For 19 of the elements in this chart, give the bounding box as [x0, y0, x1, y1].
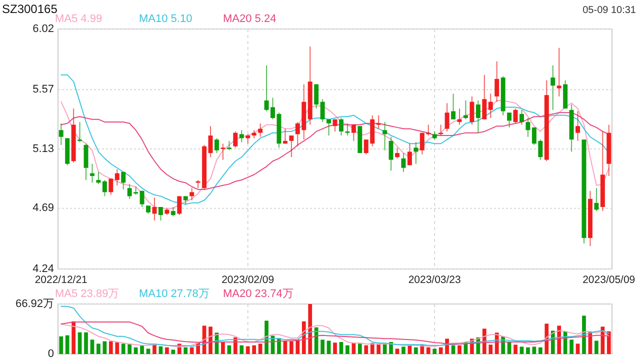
x-tick-label: 2022/12/21 — [34, 274, 88, 286]
x-tick-label: 2023/03/23 — [408, 274, 462, 286]
y-tick-label: 4.24 — [32, 262, 54, 275]
chart-title: SZ300165 — [2, 2, 58, 16]
legend: MA10 5.10 — [139, 13, 192, 25]
legend: MA5 4.99 — [55, 13, 102, 25]
y-tick-label: 4.69 — [32, 202, 54, 214]
y-tick-label: 0 — [48, 348, 54, 360]
y-tick-label: 6.02 — [32, 22, 54, 35]
x-tick-label: 2023/02/09 — [222, 274, 274, 286]
y-tick-label: 5.57 — [32, 84, 54, 96]
y-tick-label: 5.13 — [32, 142, 54, 155]
legend: MA20 23.74万 — [223, 288, 294, 300]
x-tick-label: 2023/05/09 — [582, 274, 636, 286]
legend: MA10 27.78万 — [139, 288, 210, 300]
y-tick-label: 66.92万 — [15, 298, 54, 310]
text: 05-09 10:31 — [582, 5, 636, 16]
legend: MA20 5.24 — [223, 13, 276, 25]
legend: MA5 23.89万 — [55, 288, 120, 300]
